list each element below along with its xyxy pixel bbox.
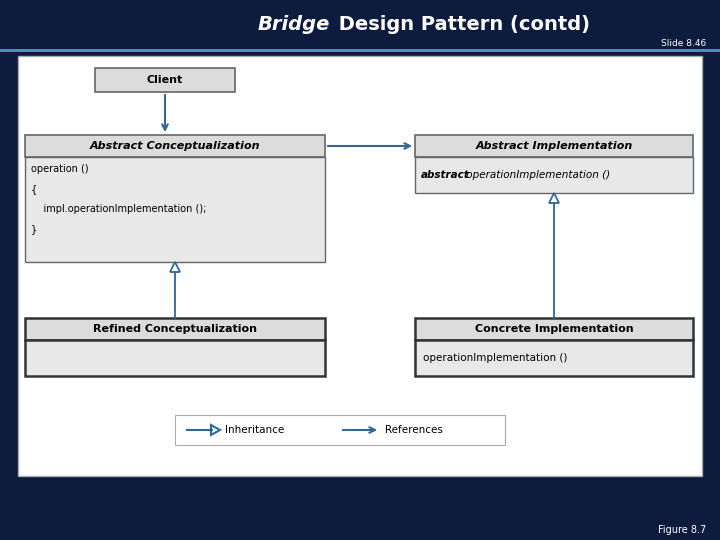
Bar bbox=[25, 135, 325, 157]
Text: operation (): operation () bbox=[31, 164, 89, 174]
Bar bbox=[415, 157, 693, 193]
Text: Abstract Implementation: Abstract Implementation bbox=[475, 141, 633, 151]
Text: Bridge: Bridge bbox=[258, 16, 330, 35]
Bar bbox=[0, 0, 720, 50]
Text: Refined Conceptualization: Refined Conceptualization bbox=[93, 324, 257, 334]
Bar bbox=[25, 157, 325, 262]
Text: Slide 8.46: Slide 8.46 bbox=[661, 38, 706, 48]
Text: abstract: abstract bbox=[421, 170, 469, 180]
Text: Inheritance: Inheritance bbox=[225, 425, 284, 435]
Bar bbox=[25, 318, 325, 340]
Text: References: References bbox=[385, 425, 443, 435]
Bar bbox=[95, 68, 235, 92]
Text: {: { bbox=[31, 184, 37, 194]
Bar bbox=[415, 318, 693, 340]
Bar bbox=[175, 415, 505, 445]
Text: operationImplementation (): operationImplementation () bbox=[423, 353, 567, 363]
Text: operationImplementation (): operationImplementation () bbox=[463, 170, 610, 180]
Bar bbox=[415, 135, 693, 157]
Text: Abstract Conceptualization: Abstract Conceptualization bbox=[90, 141, 260, 151]
Bar bbox=[0, 49, 720, 52]
Text: Figure 8.7: Figure 8.7 bbox=[658, 525, 706, 535]
Bar bbox=[25, 340, 325, 376]
Text: }: } bbox=[31, 224, 37, 234]
Text: Design Pattern (contd): Design Pattern (contd) bbox=[332, 16, 590, 35]
Text: Concrete Implementation: Concrete Implementation bbox=[474, 324, 634, 334]
Text: impl.operationImplementation ();: impl.operationImplementation (); bbox=[31, 204, 207, 214]
Text: Client: Client bbox=[147, 75, 183, 85]
Bar bbox=[18, 56, 702, 476]
Bar bbox=[415, 340, 693, 376]
